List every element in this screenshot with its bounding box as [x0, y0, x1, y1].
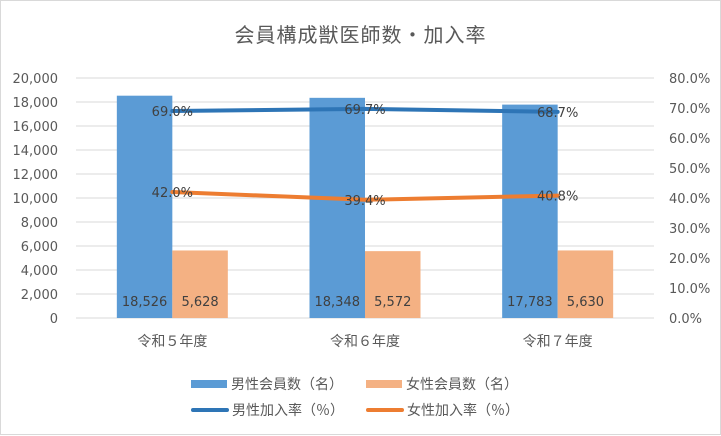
data-label-female-members: 5,628 [181, 295, 218, 310]
male-members-swatch-icon [191, 380, 227, 388]
bar-male-members [502, 104, 558, 318]
data-label-male-rate: 69.7% [344, 103, 385, 118]
right-axis-tick: 40.0% [669, 192, 710, 207]
data-label-male-members: 17,783 [507, 295, 553, 310]
bar-female-members [365, 251, 421, 318]
right-axis-tick: 10.0% [669, 282, 710, 297]
right-axis-ticks: 0.0% 10.0% 20.0% 30.0% 40.0% 50.0% 60.0% 70.0% 8… [669, 72, 710, 327]
data-label-male-rate: 68.7% [537, 106, 578, 121]
data-label-male-members: 18,526 [122, 295, 168, 310]
data-label-female-members: 5,572 [374, 295, 411, 310]
category-label: 令和５年度 [137, 334, 207, 350]
legend-item-male-members[interactable]: 男性会員数（名） [191, 374, 366, 394]
left-axis-tick: 18,000 [13, 96, 59, 111]
bar-female-members [172, 250, 228, 318]
bar-series [116, 95, 614, 318]
data-label-male-rate: 69.0% [152, 105, 193, 120]
right-axis-tick: 60.0% [669, 132, 710, 147]
category-axis-labels: 令和５年度 令和６年度 令和７年度 [137, 334, 592, 350]
left-axis-tick: 0 [50, 312, 58, 327]
right-axis-tick: 20.0% [669, 252, 710, 267]
left-axis-tick: 16,000 [13, 120, 59, 135]
female-members-swatch-icon [366, 380, 402, 388]
data-labels: 18,526 5,628 18,348 5,572 17,783 5,630 69.0% 42… [122, 103, 604, 310]
left-axis-tick: 4,000 [21, 264, 58, 279]
legend-item-female-members[interactable]: 女性会員数（名） [366, 374, 541, 394]
bar-male-members [309, 97, 365, 318]
left-axis-tick: 2,000 [21, 288, 58, 303]
category-label: 令和７年度 [523, 334, 593, 350]
right-axis-tick: 50.0% [669, 162, 710, 177]
right-axis-tick: 30.0% [669, 222, 710, 237]
line-male-rate [170, 106, 560, 114]
data-label-male-members: 18,348 [315, 295, 361, 310]
legend-label: 男性加入率（％） [232, 403, 344, 419]
left-axis-tick: 8,000 [21, 216, 58, 231]
data-label-female-rate: 39.4% [344, 194, 385, 209]
bar-male-members [116, 95, 173, 318]
female-rate-line-icon [366, 408, 404, 412]
left-axis-tick: 12,000 [13, 168, 59, 183]
bar-female-members [557, 250, 614, 318]
legend-label: 女性会員数（名） [406, 377, 518, 393]
right-axis-tick: 70.0% [669, 102, 710, 117]
left-axis-tick: 14,000 [13, 144, 59, 159]
data-label-female-members: 5,630 [567, 295, 604, 310]
right-axis-tick: 80.0% [669, 72, 710, 87]
right-axis-tick: 0.0% [669, 312, 702, 327]
data-label-female-rate: 42.0% [152, 186, 193, 201]
legend: 男性会員数（名） 女性会員数（名） 男性加入率（％） 女性加入率（％） [191, 371, 551, 423]
male-rate-line-icon [191, 408, 229, 412]
chart-title: 会員構成獣医師数・加入率 [234, 23, 487, 47]
left-axis-tick: 6,000 [21, 240, 58, 255]
legend-label: 女性加入率（％） [407, 403, 519, 419]
legend-item-female-rate[interactable]: 女性加入率（％） [366, 400, 541, 420]
legend-label: 男性会員数（名） [231, 377, 343, 393]
left-axis-tick: 10,000 [13, 192, 59, 207]
left-axis-ticks: 0 2,000 4,000 6,000 8,000 10,000 12,000 14,000 1… [13, 72, 59, 327]
category-label: 令和６年度 [330, 334, 400, 350]
legend-item-male-rate[interactable]: 男性加入率（％） [191, 400, 366, 420]
line-female-rate [170, 190, 560, 202]
left-axis-tick: 20,000 [13, 72, 59, 87]
data-label-female-rate: 40.8% [537, 190, 578, 205]
line-series [170, 106, 560, 202]
